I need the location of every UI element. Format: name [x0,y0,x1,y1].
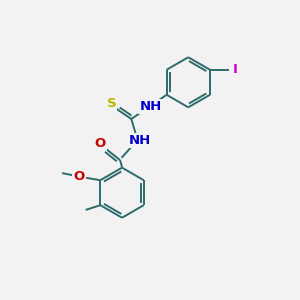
Text: S: S [107,97,116,110]
Text: O: O [94,136,106,150]
Text: I: I [233,63,238,76]
Text: O: O [74,169,85,183]
Text: NH: NH [139,100,161,113]
Text: NH: NH [129,134,151,147]
